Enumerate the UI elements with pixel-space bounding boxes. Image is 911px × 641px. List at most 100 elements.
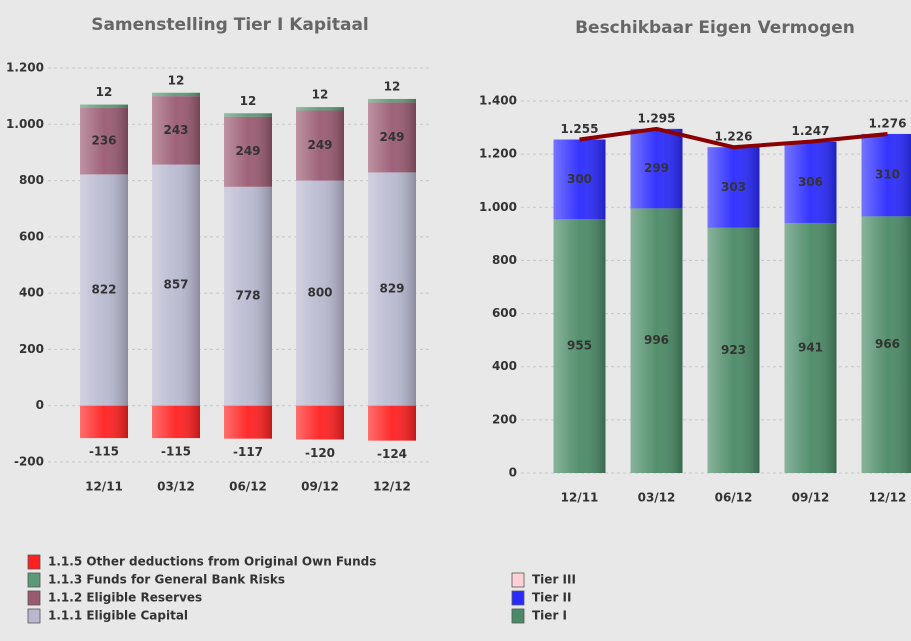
data-label: 12	[96, 85, 113, 99]
bar-shine	[784, 222, 837, 473]
y-tick-label: 1.200	[6, 61, 44, 75]
y-tick-label: 400	[19, 286, 44, 300]
bar-shine	[80, 405, 128, 439]
legend-swatch	[511, 608, 525, 624]
bar-shine	[224, 405, 272, 439]
bar-shine	[861, 216, 911, 473]
y-tick-label: 800	[492, 253, 517, 267]
legend-label: 1.1.1 Eligible Capital	[48, 609, 188, 623]
x-tick-label: 03/12	[638, 491, 676, 505]
bar-shine	[553, 219, 606, 473]
x-tick-label: 06/12	[715, 491, 753, 505]
data-label: 12	[168, 73, 185, 87]
data-label: 966	[875, 337, 900, 351]
bar-shine	[296, 110, 344, 181]
total-line	[579, 126, 888, 150]
data-label: 299	[644, 161, 669, 175]
data-label: 857	[163, 278, 188, 292]
data-label: 249	[379, 130, 404, 144]
chart-title: Samenstelling Tier I Kapitaal	[91, 15, 369, 35]
x-tick-label: 12/11	[85, 480, 123, 494]
x-tick-label: 09/12	[792, 491, 830, 505]
data-label: 300	[567, 172, 592, 186]
y-tick-label: 1.000	[6, 117, 44, 131]
y-tick-label: 1.400	[479, 94, 517, 108]
total-label: 1.226	[715, 130, 753, 144]
data-label: 822	[91, 283, 116, 297]
bar-shine	[80, 104, 128, 108]
data-label: 310	[875, 168, 900, 182]
legend-swatch	[27, 608, 41, 624]
legend-label: Tier II	[532, 591, 571, 605]
y-tick-label: 1.000	[479, 200, 517, 214]
data-label: 12	[312, 88, 329, 102]
x-tick-label: 03/12	[157, 480, 195, 494]
bar-shine	[224, 186, 272, 406]
bar-shine	[224, 116, 272, 187]
total-label: 1.247	[792, 124, 830, 138]
data-label: 12	[384, 79, 401, 93]
data-label: 778	[235, 289, 260, 303]
x-tick-label: 12/12	[373, 480, 411, 494]
bar-shine	[152, 92, 200, 97]
bar-shine	[630, 128, 683, 209]
total-label: 1.295	[638, 111, 676, 125]
bar-shine	[296, 405, 344, 440]
bar-shine	[553, 139, 606, 220]
bar-shine	[224, 113, 272, 117]
legend-swatch	[27, 572, 41, 588]
bar-shine	[80, 174, 128, 406]
data-label: 306	[798, 175, 823, 189]
data-label: 12	[240, 94, 257, 108]
data-label: 829	[379, 282, 404, 296]
bar-shine	[707, 227, 760, 473]
bar-shine	[80, 107, 128, 175]
bar-shine	[152, 96, 200, 165]
legend-label: 1.1.5 Other deductions from Original Own…	[48, 555, 376, 569]
y-tick-label: 200	[19, 342, 44, 356]
data-label: -115	[89, 445, 119, 459]
legend-swatch	[511, 590, 525, 606]
data-label: 243	[163, 123, 188, 137]
legend-label: Tier III	[532, 573, 576, 587]
bar-shine	[861, 133, 911, 217]
data-label: 249	[235, 144, 260, 158]
bar-shine	[368, 98, 416, 103]
y-tick-label: 0	[36, 398, 44, 412]
y-tick-label: -200	[14, 455, 44, 469]
data-label: -120	[305, 446, 335, 460]
bar-shine	[296, 180, 344, 406]
data-label: -117	[233, 445, 263, 459]
data-label: 303	[721, 180, 746, 194]
bar-shine	[368, 172, 416, 406]
x-tick-label: 06/12	[229, 480, 267, 494]
y-tick-label: 400	[492, 359, 517, 373]
y-tick-label: 1.200	[479, 147, 517, 161]
legend-label: Tier I	[532, 609, 567, 623]
bar-shine	[368, 405, 416, 441]
total-label: 1.255	[561, 122, 599, 136]
bar-shine	[152, 405, 200, 439]
data-label: 996	[644, 333, 669, 347]
data-label: 249	[307, 138, 332, 152]
data-label: 800	[307, 286, 332, 300]
bar-shine	[630, 208, 683, 473]
y-tick-label: 200	[492, 412, 517, 426]
legend-swatch	[511, 572, 525, 588]
legend-label: 1.1.2 Eligible Reserves	[48, 591, 202, 605]
y-tick-label: 800	[19, 173, 44, 187]
x-tick-label: 12/11	[561, 491, 599, 505]
bar-shine	[368, 102, 416, 173]
total-label: 1.276	[869, 116, 907, 130]
x-tick-label: 12/12	[869, 491, 907, 505]
y-tick-label: 600	[19, 229, 44, 243]
data-label: 941	[798, 340, 823, 354]
bar-shine	[296, 107, 344, 111]
data-label: -115	[161, 445, 191, 459]
bar-shine	[784, 141, 837, 223]
legend-swatch	[27, 590, 41, 606]
data-label: 236	[91, 134, 116, 148]
legend-label: 1.1.3 Funds for General Bank Risks	[48, 573, 285, 587]
bar-shine	[152, 164, 200, 406]
